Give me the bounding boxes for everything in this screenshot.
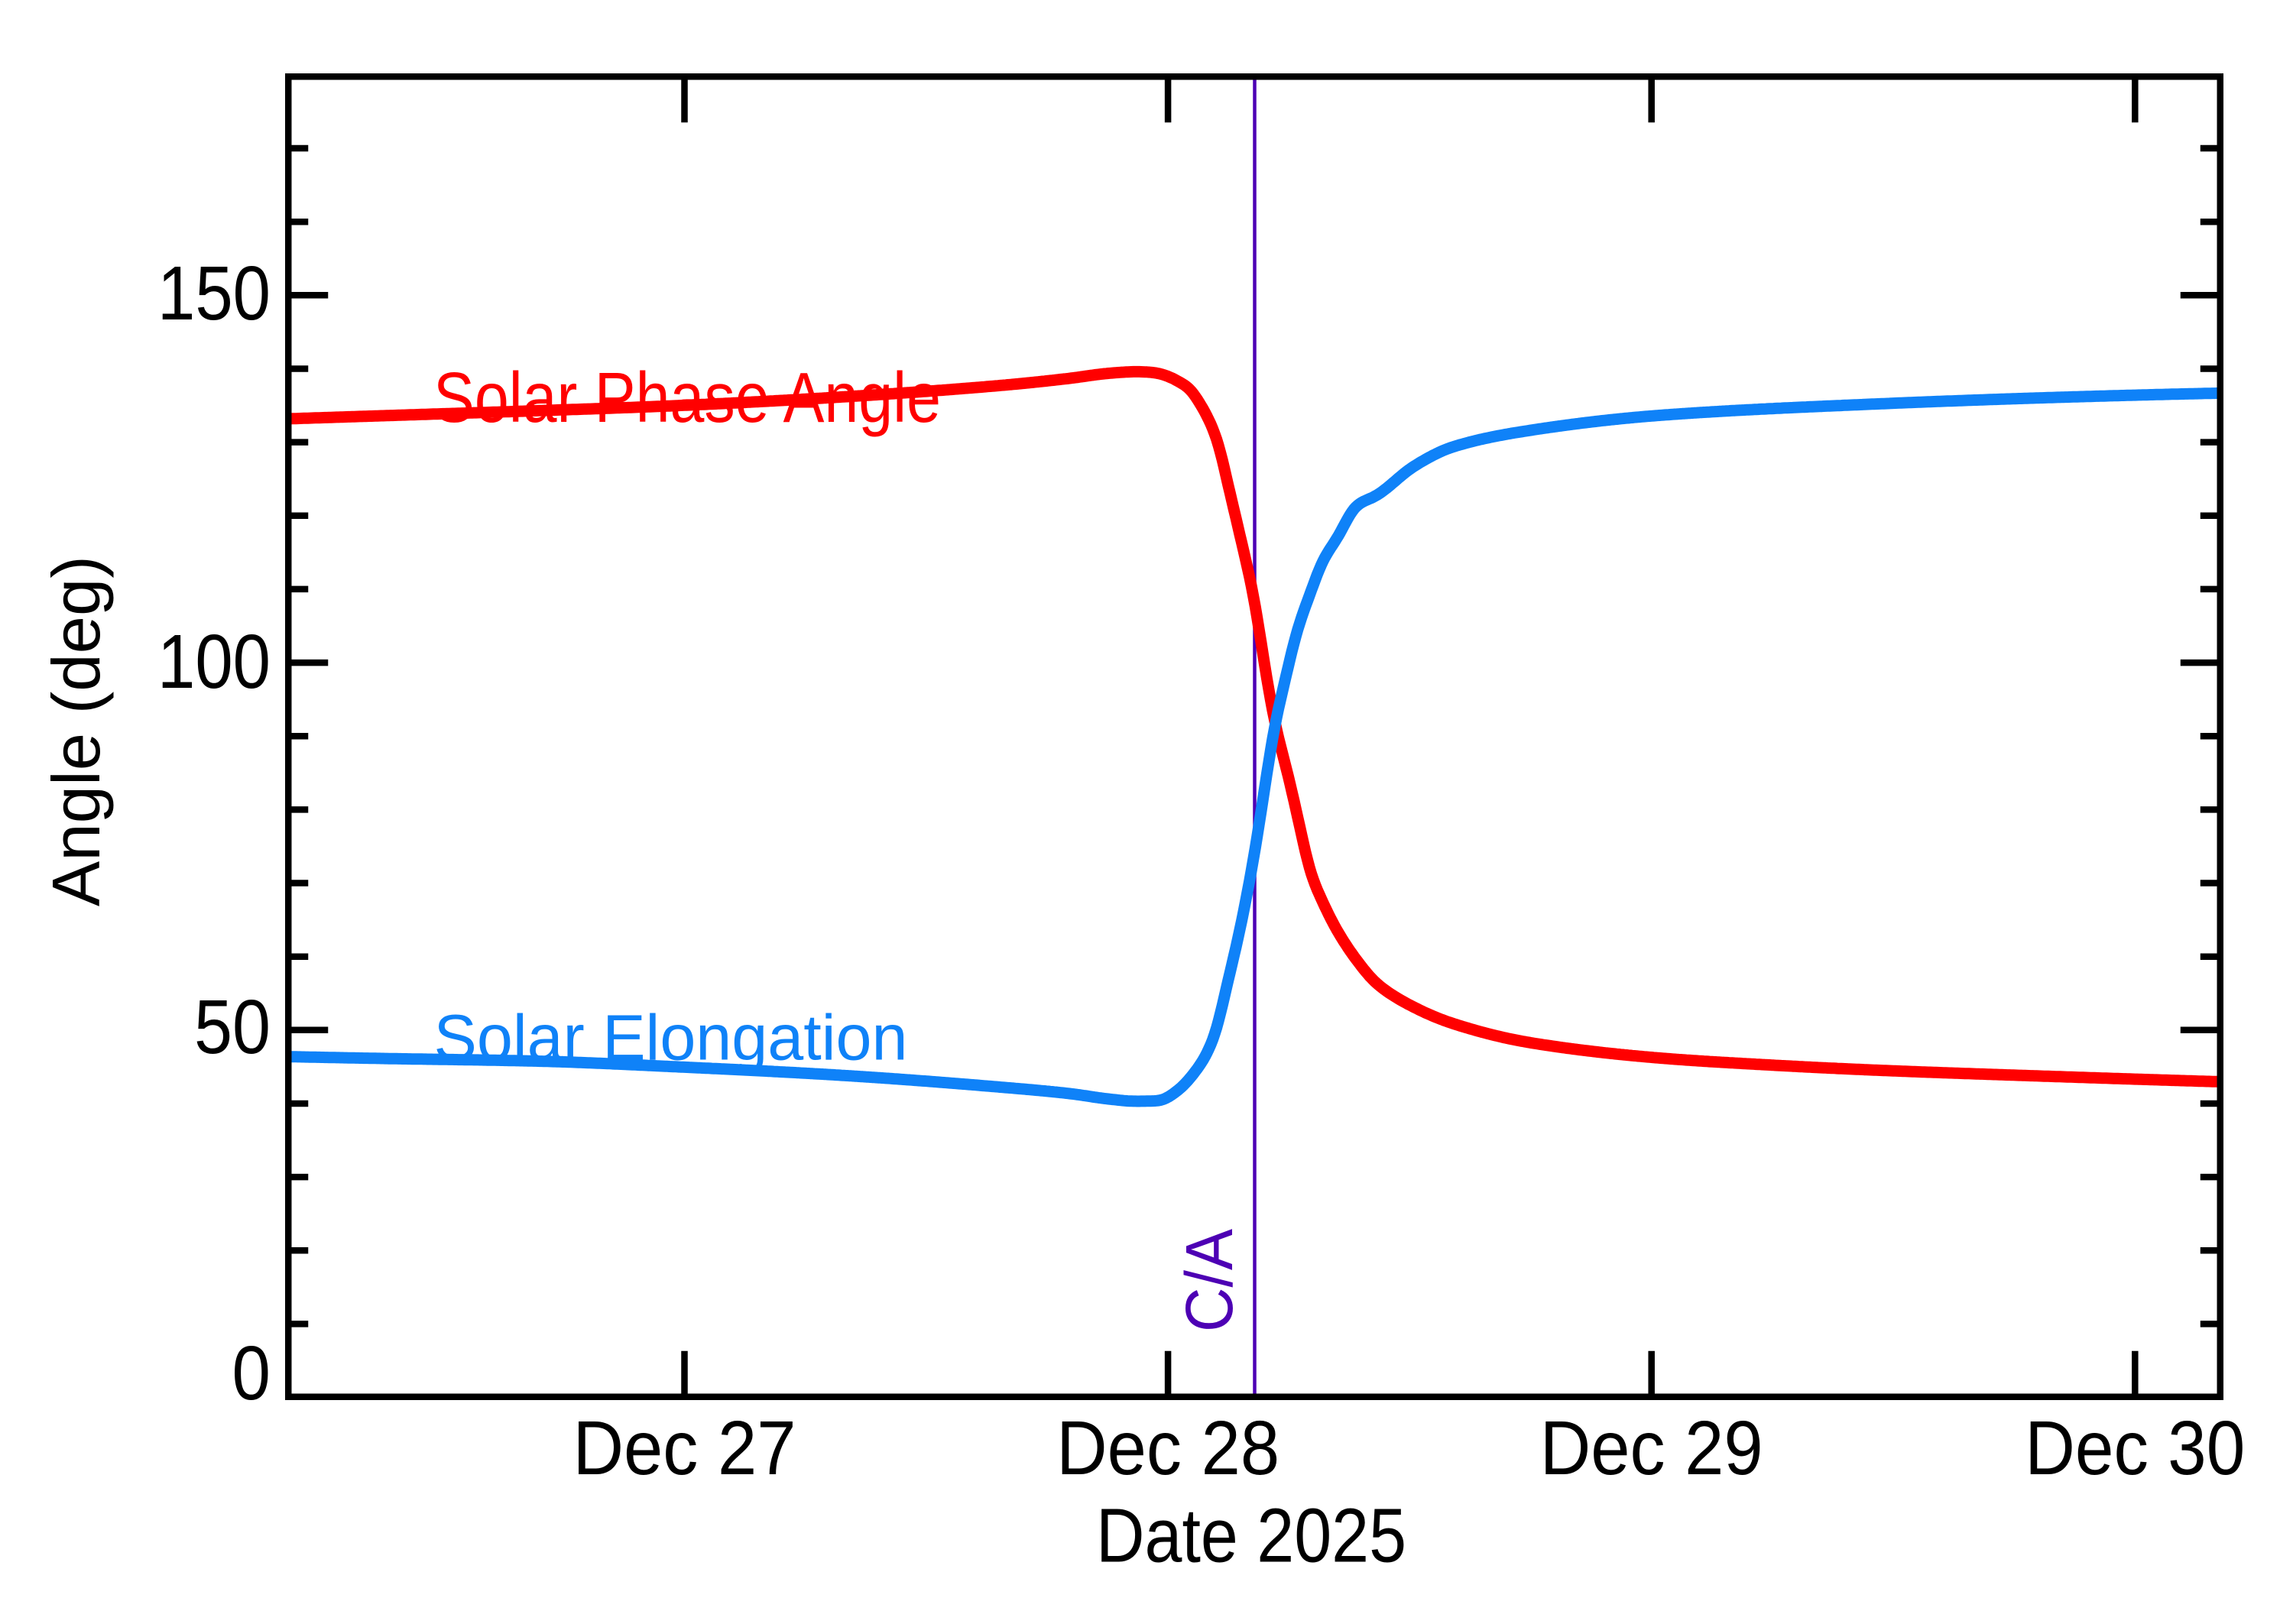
- svg-text:Dec 29: Dec 29: [1540, 1405, 1763, 1491]
- svg-text:Dec 28: Dec 28: [1056, 1405, 1279, 1491]
- svg-text:Dec 27: Dec 27: [573, 1405, 796, 1491]
- svg-text:100: 100: [157, 619, 271, 705]
- svg-text:Date 2025: Date 2025: [1096, 1493, 1406, 1579]
- svg-text:Angle (deg): Angle (deg): [38, 556, 114, 906]
- svg-text:50: 50: [194, 984, 271, 1070]
- svg-text:150: 150: [157, 251, 271, 336]
- svg-text:Solar Elongation: Solar Elongation: [434, 1002, 908, 1074]
- svg-text:Dec 30: Dec 30: [2025, 1405, 2245, 1491]
- svg-text:0: 0: [232, 1331, 271, 1416]
- svg-text:Solar Phase Angle: Solar Phase Angle: [433, 358, 941, 437]
- svg-text:C/A: C/A: [1172, 1229, 1247, 1332]
